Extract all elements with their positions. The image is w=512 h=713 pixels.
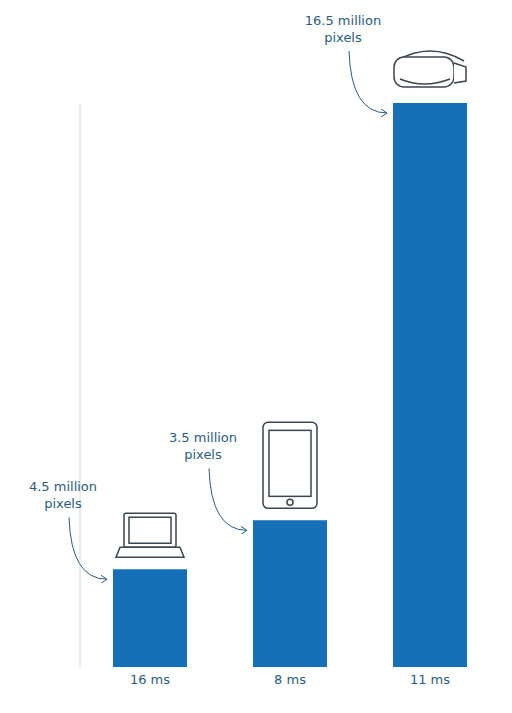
svg-text:4.5 millionpixels: 4.5 millionpixels	[29, 479, 97, 511]
svg-text:16.5 millionpixels: 16.5 millionpixels	[305, 13, 381, 45]
svg-text:16 ms: 16 ms	[130, 672, 170, 687]
svg-text:3.5 millionpixels: 3.5 millionpixels	[169, 430, 237, 462]
svg-text:8 ms: 8 ms	[274, 672, 306, 687]
svg-text:11 ms: 11 ms	[410, 672, 450, 687]
